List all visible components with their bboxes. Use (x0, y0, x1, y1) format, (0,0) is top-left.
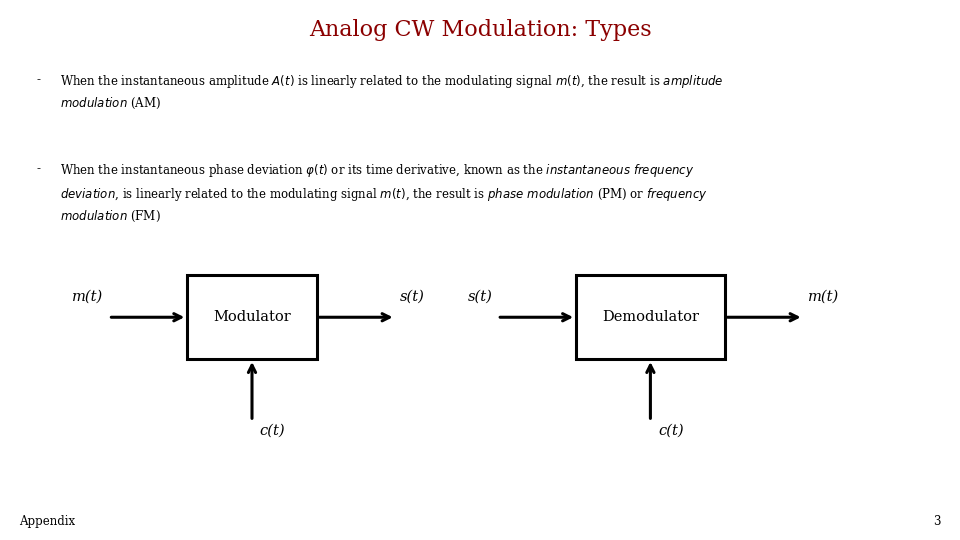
Text: Analog CW Modulation: Types: Analog CW Modulation: Types (309, 19, 651, 41)
Text: Appendix: Appendix (19, 515, 75, 528)
Text: c(t): c(t) (659, 424, 684, 438)
Text: -: - (36, 73, 40, 86)
Text: Modulator: Modulator (213, 310, 291, 324)
Text: Demodulator: Demodulator (602, 310, 699, 324)
Bar (187, 275, 317, 359)
Bar (576, 275, 725, 359)
Text: m(t): m(t) (808, 290, 840, 303)
Text: 3: 3 (933, 515, 941, 528)
Text: c(t): c(t) (259, 424, 285, 438)
Text: When the instantaneous amplitude $A(t)$ is linearly related to the modulating si: When the instantaneous amplitude $A(t)$ … (60, 73, 723, 111)
Text: -: - (36, 162, 40, 175)
Text: When the instantaneous phase deviation $\varphi(t)$ or its time derivative, know: When the instantaneous phase deviation $… (60, 162, 708, 224)
Text: s(t): s(t) (468, 290, 492, 303)
Text: m(t): m(t) (72, 290, 104, 303)
Text: s(t): s(t) (400, 290, 425, 303)
